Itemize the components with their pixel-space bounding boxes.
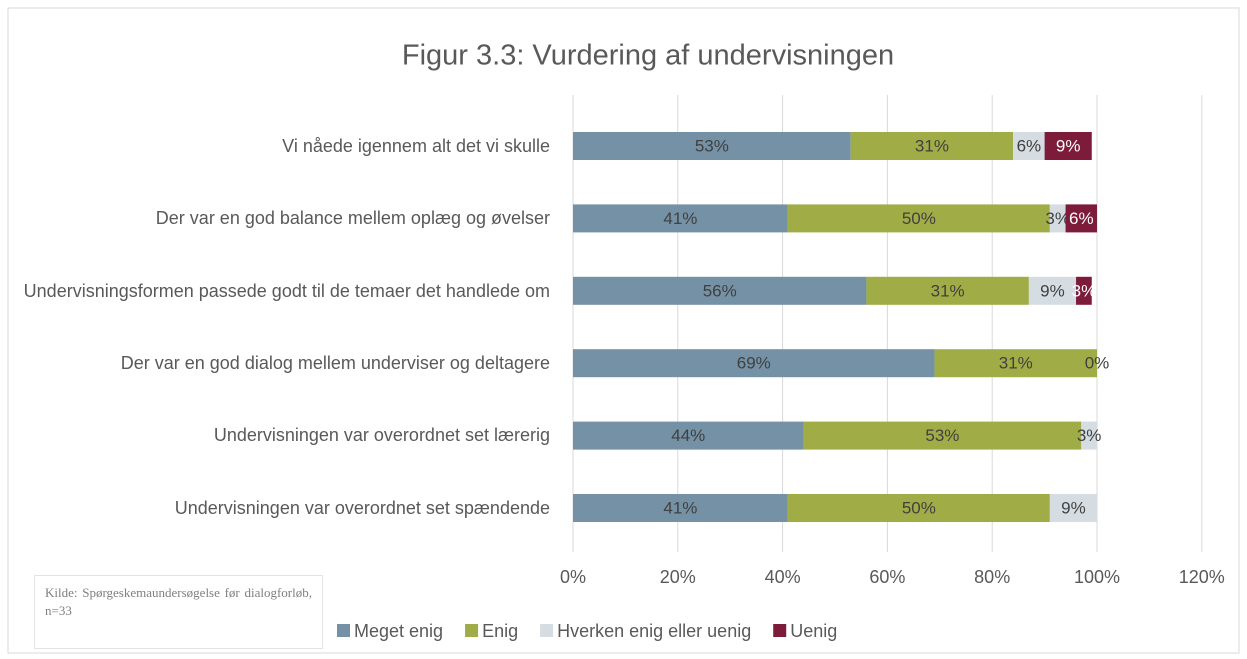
data-label: 9% <box>1040 281 1065 300</box>
legend-swatch <box>337 624 350 637</box>
chart-title: Figur 3.3: Vurdering af undervisningen <box>402 40 894 72</box>
data-label: 41% <box>663 498 697 517</box>
x-tick-label: 120% <box>1179 567 1225 587</box>
bar-segment <box>573 494 788 522</box>
bar-segment <box>1081 421 1097 450</box>
category-label-box: Undervisningen var overordnet set læreri… <box>213 425 550 446</box>
data-label: 9% <box>1056 136 1081 155</box>
legend-label: Uenig <box>790 621 837 641</box>
bar-segment <box>934 349 1097 378</box>
data-label: 31% <box>931 281 965 300</box>
bar-segment <box>573 421 804 450</box>
chart-border <box>7 7 1240 654</box>
data-label: 3% <box>1072 281 1097 300</box>
data-label: 53% <box>925 426 959 445</box>
y-tick-label: Der var en god dialog mellem underviser … <box>120 353 550 374</box>
x-tick-label: 80% <box>974 567 1010 587</box>
category-label-box: Der var en god balance mellem oplæg og ø… <box>155 208 550 229</box>
data-label: 31% <box>915 136 949 155</box>
x-tick-label: 60% <box>869 567 905 587</box>
bar-segment <box>1044 132 1092 160</box>
bar-segment <box>573 132 851 160</box>
x-tick-label: 0% <box>560 567 586 587</box>
data-label: 0% <box>1085 354 1110 373</box>
data-label: 31% <box>999 354 1033 373</box>
data-label: 69% <box>737 354 771 373</box>
data-label: 9% <box>1061 498 1086 517</box>
legend-label: Hverken enig eller uenig <box>557 621 751 641</box>
category-label-box: Vi nåede igennem alt det vi skulle <box>282 135 550 156</box>
bar-segment <box>1049 204 1066 233</box>
bar-segment <box>866 276 1029 305</box>
bar-segment <box>1028 276 1077 305</box>
bar-segment <box>1013 132 1045 160</box>
legend-swatch <box>465 624 479 637</box>
y-tick-label: Vi nåede igennem alt det vi skulle <box>282 135 550 156</box>
bar-segment <box>850 132 1014 160</box>
y-tick-label: Undervisningsformen passede godt til de … <box>23 280 550 301</box>
bar-segment <box>1076 276 1092 305</box>
data-label: 3% <box>1045 209 1070 228</box>
data-label: 6% <box>1069 209 1094 228</box>
bar-segment <box>1049 494 1097 522</box>
y-tick-label: Undervisningen var overordnet set spænde… <box>174 497 550 518</box>
source-note: Kilde: Spørgeskemaundersøgelse før dialo… <box>34 575 323 649</box>
bar-segment <box>803 421 1082 450</box>
y-tick-label: Undervisningen var overordnet set læreri… <box>213 425 550 446</box>
data-label: 44% <box>671 426 705 445</box>
legend-label: Meget enig <box>354 621 443 641</box>
data-label: 3% <box>1077 426 1102 445</box>
legend-label: Enig <box>482 621 518 641</box>
x-tick-label: 20% <box>660 567 696 587</box>
data-label: 50% <box>902 498 936 517</box>
legend-swatch <box>773 624 787 637</box>
legend-swatch <box>540 624 554 637</box>
data-label: 53% <box>695 136 729 155</box>
bar-segment <box>573 276 867 305</box>
y-tick-label: Der var en god balance mellem oplæg og ø… <box>155 208 550 229</box>
bar-segment <box>787 204 1050 233</box>
x-tick-label: 100% <box>1074 567 1120 587</box>
bar-segment <box>1065 204 1097 233</box>
category-label-box: Der var en god dialog mellem underviser … <box>120 353 550 374</box>
data-label: 50% <box>902 209 936 228</box>
category-label-box: Undervisningsformen passede godt til de … <box>23 280 550 301</box>
bar-segment <box>573 204 788 233</box>
bar-segment <box>573 349 935 378</box>
bar-segment <box>787 494 1050 522</box>
data-label: 41% <box>663 209 697 228</box>
data-label: 56% <box>703 281 737 300</box>
category-label-box: Undervisningen var overordnet set spænde… <box>174 497 550 518</box>
x-tick-label: 40% <box>765 567 801 587</box>
data-label: 6% <box>1017 136 1042 155</box>
